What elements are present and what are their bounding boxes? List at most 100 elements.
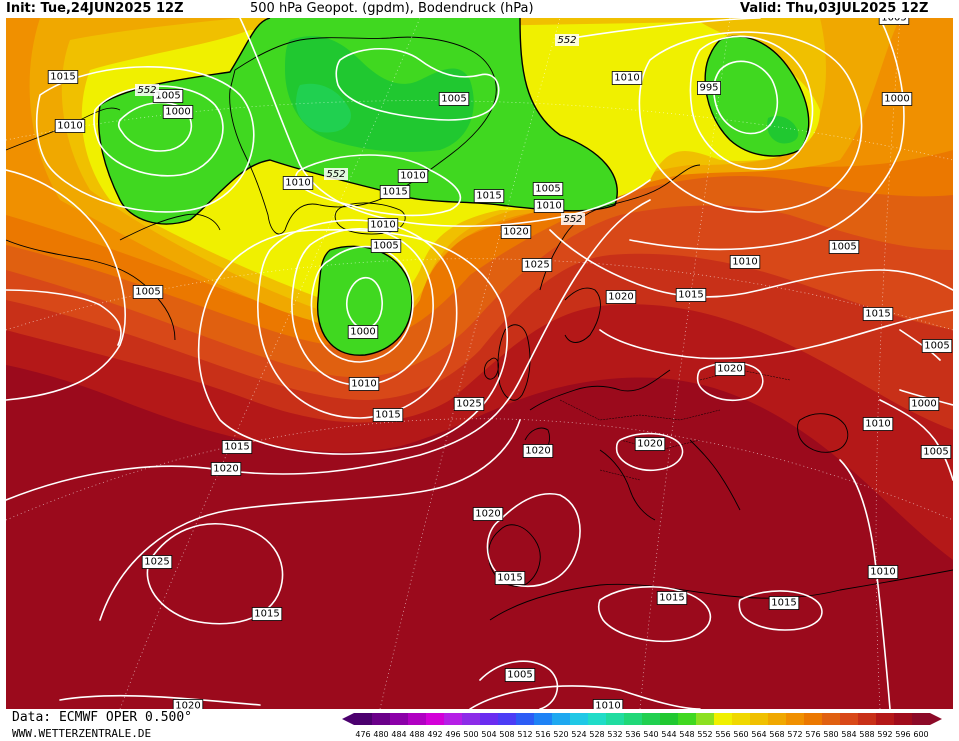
- svg-text:1020: 1020: [717, 364, 742, 375]
- pressure-label: 1010: [592, 699, 624, 709]
- pressure-label: 1020: [500, 225, 532, 239]
- colorbar-tick-label: 584: [841, 730, 856, 739]
- svg-text:1005: 1005: [155, 91, 180, 102]
- svg-text:1015: 1015: [50, 72, 75, 83]
- colorbar-tick-label: 580: [823, 730, 838, 739]
- svg-text:1005: 1005: [923, 447, 948, 458]
- colorbar-tick-label: 576: [805, 730, 820, 739]
- svg-text:1015: 1015: [659, 593, 684, 604]
- colorbar-swatch: [768, 713, 786, 725]
- colorbar-swatch: [588, 713, 606, 725]
- pressure-label: 1020: [522, 444, 554, 458]
- colorbar-swatch: [894, 713, 912, 725]
- pressure-label: 1025: [521, 258, 553, 272]
- pressure-label: 1015: [862, 307, 894, 321]
- pressure-label: 1020: [472, 507, 504, 521]
- colorbar-tick-label: 492: [427, 730, 442, 739]
- colorbar-swatch: [660, 713, 678, 725]
- svg-text:1005: 1005: [881, 18, 906, 24]
- svg-text:1020: 1020: [213, 464, 238, 475]
- colorbar-tick-label: 484: [391, 730, 406, 739]
- pressure-label: 1015: [494, 571, 526, 585]
- colorbar-legend: 476 480 484 488 492 496 500 504 508 512 516 520 524 5…: [342, 713, 942, 739]
- svg-text:1015: 1015: [375, 410, 400, 421]
- pressure-label: 1025: [453, 397, 485, 411]
- svg-text:552: 552: [326, 169, 345, 180]
- colorbar-tick-label: 592: [877, 730, 892, 739]
- pressure-label: 1015: [768, 596, 800, 610]
- colorbar-swatch: [786, 713, 804, 725]
- colorbar-tick-label: 596: [895, 730, 910, 739]
- colorbar-swatch: [804, 713, 822, 725]
- pressure-label: 1020: [714, 362, 746, 376]
- pressure-labels: 1015 1010 1005 1000 1005 1005 1010 1015 1010 1015…: [47, 18, 953, 710]
- pressure-label: 1005: [878, 18, 910, 25]
- svg-text:1005: 1005: [535, 184, 560, 195]
- svg-text:1000: 1000: [165, 107, 190, 118]
- colorbar-tick-label: 476: [355, 730, 370, 739]
- pressure-label: 1000: [162, 105, 194, 119]
- svg-text:1005: 1005: [507, 670, 532, 681]
- init-time: Init: Tue,24JUN2025 12Z: [6, 1, 184, 16]
- svg-text:1025: 1025: [144, 557, 169, 568]
- pressure-label: 1020: [605, 290, 637, 304]
- pressure-label: 1010: [611, 71, 643, 85]
- pressure-label: 1020: [210, 462, 242, 476]
- country-borders: [559, 369, 791, 481]
- svg-text:1010: 1010: [400, 171, 425, 182]
- pressure-label: 1010: [533, 199, 565, 213]
- svg-text:1000: 1000: [884, 94, 909, 105]
- coast-europe: [488, 369, 741, 587]
- pressure-label: 1000: [908, 397, 940, 411]
- svg-text:1010: 1010: [732, 257, 757, 268]
- height-labels: 552 552 552 552: [135, 34, 585, 225]
- colorbar-tick-label: 516: [535, 730, 550, 739]
- svg-text:1015: 1015: [497, 573, 522, 584]
- svg-text:1020: 1020: [608, 292, 633, 303]
- height-contour-552-barents: [704, 35, 810, 157]
- svg-text:1010: 1010: [870, 567, 895, 578]
- colorbar-swatch: [714, 713, 732, 725]
- height-label: 552: [555, 34, 579, 46]
- svg-text:1020: 1020: [175, 701, 200, 710]
- colorbar-swatch: [354, 713, 372, 725]
- pressure-label: 1000: [347, 325, 379, 339]
- colorbar-swatch: [408, 713, 426, 725]
- colorbar-tick-label: 536: [625, 730, 640, 739]
- colorbar-swatch: [444, 713, 462, 725]
- colorbar-tick-label: 552: [697, 730, 712, 739]
- colorbar-tick-label: 556: [715, 730, 730, 739]
- band-544-barents: [767, 115, 799, 144]
- svg-text:1020: 1020: [525, 446, 550, 457]
- coast-africa: [489, 569, 953, 621]
- svg-text:1005: 1005: [441, 94, 466, 105]
- svg-text:1010: 1010: [536, 201, 561, 212]
- svg-text:1020: 1020: [637, 439, 662, 450]
- colorbar-swatch: [732, 713, 750, 725]
- pressure-label: 1010: [54, 119, 86, 133]
- pressure-label: 1020: [634, 437, 666, 451]
- colorbar-swatch: [840, 713, 858, 725]
- colorbar-swatch: [624, 713, 642, 725]
- height-label: 552: [324, 168, 348, 180]
- pressure-label: 1005: [370, 239, 402, 253]
- svg-text:1015: 1015: [382, 187, 407, 198]
- weather-map[interactable]: 1015 1010 1005 1000 1005 1005 1010 1015 1010 1015…: [6, 18, 953, 709]
- colorbar-tick-label: 544: [661, 730, 676, 739]
- svg-text:1015: 1015: [254, 609, 279, 620]
- svg-text:1015: 1015: [678, 290, 703, 301]
- colorbar-swatch: [462, 713, 480, 725]
- colorbar-tick-label: 548: [679, 730, 694, 739]
- pressure-label: 1010: [367, 218, 399, 232]
- pressure-label: 1005: [920, 445, 952, 459]
- svg-text:552: 552: [563, 214, 582, 225]
- colorbar-swatch: [534, 713, 552, 725]
- colorbar-tick-label: 488: [409, 730, 424, 739]
- chart-title: 500 hPa Geopot. (gpdm), Bodendruck (hPa): [250, 1, 534, 16]
- colorbar-tick-label: 568: [769, 730, 784, 739]
- svg-text:1005: 1005: [135, 287, 160, 298]
- pressure-label: 1005: [132, 285, 164, 299]
- colorbar-swatch: [480, 713, 498, 725]
- pressure-label: 1005: [504, 668, 536, 682]
- svg-text:1010: 1010: [57, 121, 82, 132]
